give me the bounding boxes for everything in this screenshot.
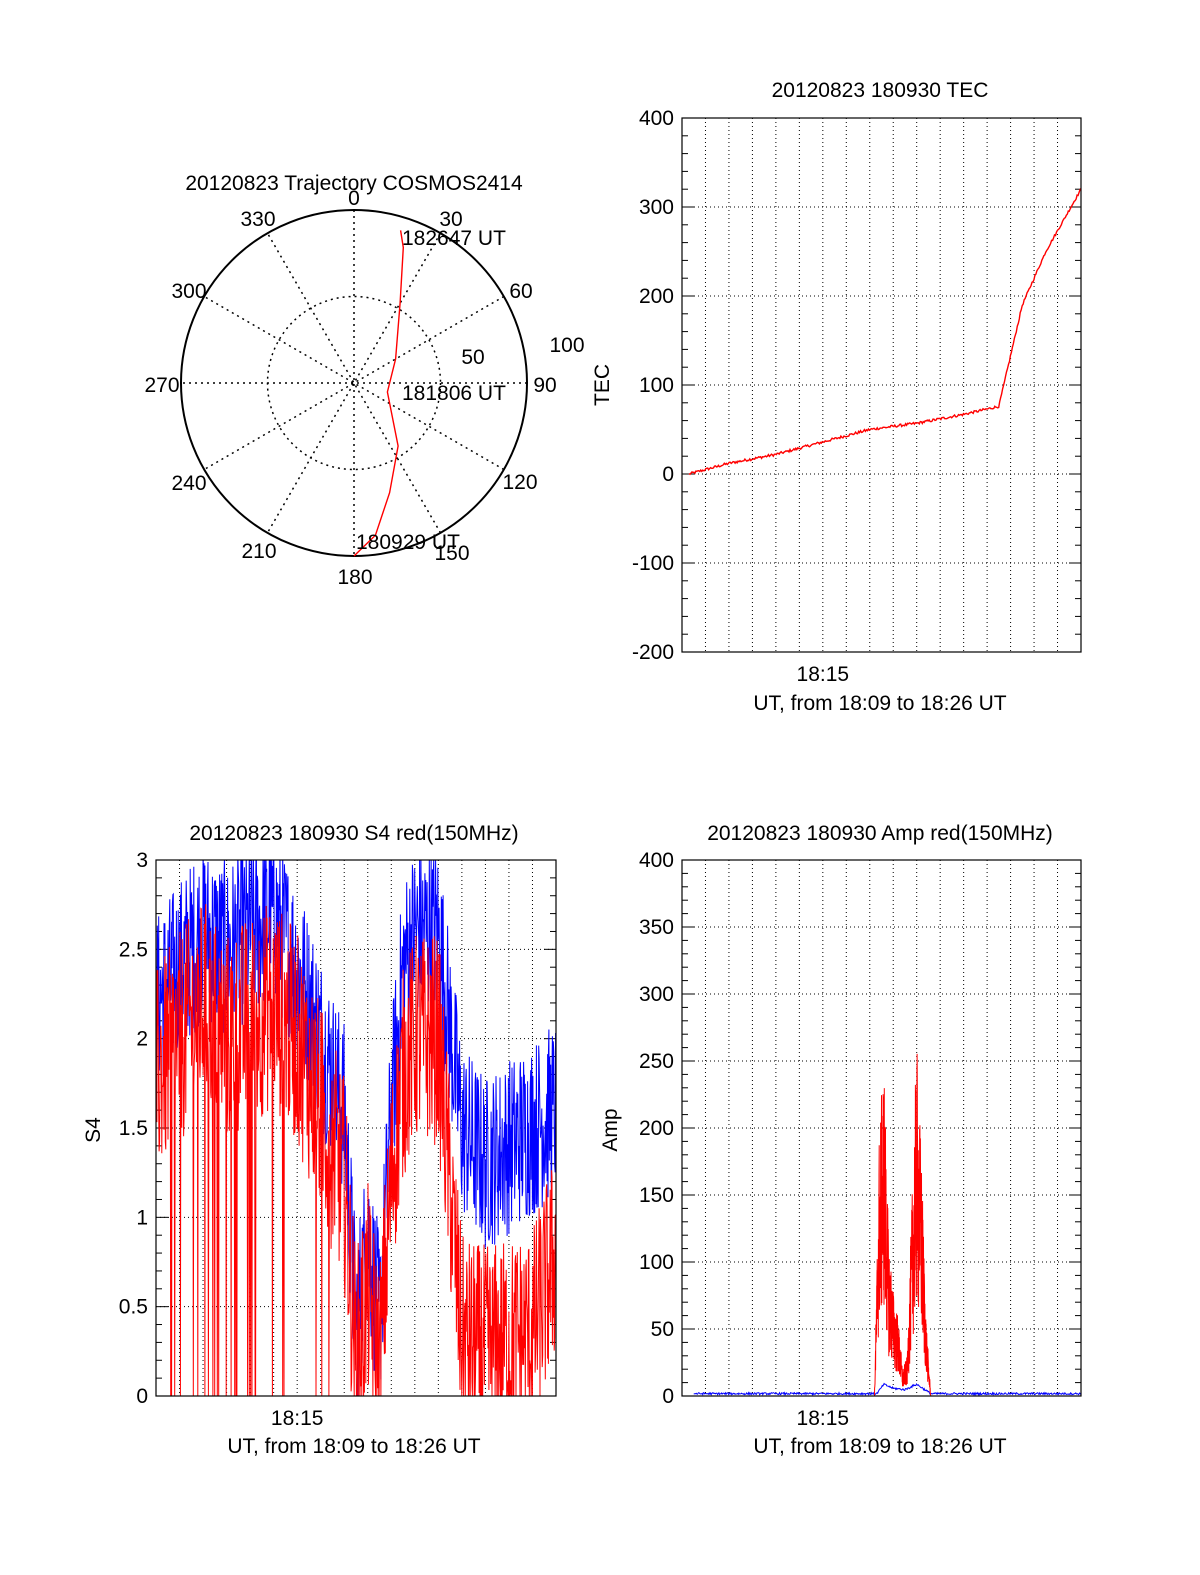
y-tick-label: 400 [639, 107, 674, 130]
x-tick-label: 18:15 [271, 1407, 324, 1430]
x-tick-label: 18:15 [797, 1407, 850, 1430]
red-series-line [688, 187, 1081, 476]
azimuth-label: 270 [144, 374, 179, 397]
y-tick-label: 0 [136, 1385, 148, 1408]
polar-spoke [203, 295, 505, 471]
azimuth-label: 120 [502, 471, 537, 494]
azimuth-label: 30 [439, 208, 462, 231]
point-label: 182647 UT [402, 227, 506, 250]
tec-ylabel: TEC [591, 364, 614, 406]
polar-spoke [266, 232, 442, 534]
x-tick-label: 18:15 [797, 663, 850, 686]
tec-title: 20120823 180930 TEC [772, 79, 989, 102]
y-tick-label: -100 [632, 552, 674, 575]
amp-title: 20120823 180930 Amp red(150MHz) [707, 822, 1053, 845]
y-tick-label: 300 [639, 196, 674, 219]
y-tick-label: 400 [639, 849, 674, 872]
red-series-line [874, 1053, 934, 1396]
y-tick-label: 1 [136, 1206, 148, 1229]
azimuth-label: 240 [171, 472, 206, 495]
azimuth-label: 330 [240, 208, 275, 231]
point-label: 180929 UT [356, 531, 460, 554]
y-tick-label: 0 [662, 463, 674, 486]
azimuth-label: 210 [241, 540, 276, 563]
plot-frame [155, 859, 557, 1397]
y-tick-label: 100 [639, 374, 674, 397]
red-series-line [156, 904, 556, 1396]
azimuth-label: 90 [533, 374, 556, 397]
y-tick-label: 100 [639, 1251, 674, 1274]
y-tick-label: -200 [632, 641, 674, 664]
point-label: 181806 UT [402, 382, 506, 405]
azimuth-label: 60 [509, 280, 532, 303]
polar-spoke [266, 232, 442, 534]
y-tick-label: 150 [639, 1184, 674, 1207]
azimuth-label: 180 [337, 566, 372, 589]
y-tick-label: 0 [662, 1385, 674, 1408]
y-tick-label: 300 [639, 983, 674, 1006]
radial-label: 50 [461, 346, 484, 369]
blue-series-line [693, 1382, 1081, 1396]
tec-panel: 20120823 180930 TEC UT, from 18:09 to 18… [591, 79, 1082, 715]
y-tick-label: 1.5 [119, 1117, 148, 1140]
y-tick-label: 350 [639, 916, 674, 939]
y-tick-label: 250 [639, 1050, 674, 1073]
trajectory-line [353, 230, 405, 557]
polar-spoke [203, 295, 505, 471]
y-tick-label: 50 [651, 1318, 674, 1341]
amp-xlabel: UT, from 18:09 to 18:26 UT [753, 1435, 1006, 1458]
plot-frame [681, 859, 1082, 1397]
trajectory-title: 20120823 Trajectory COSMOS2414 [185, 172, 523, 195]
amp-panel: 20120823 180930 Amp red(150MHz) UT, from… [599, 822, 1082, 1458]
y-tick-label: 2.5 [119, 938, 148, 961]
radial-label: 100 [549, 334, 584, 357]
y-tick-label: 3 [136, 849, 148, 872]
azimuth-label: 0 [348, 187, 360, 210]
tec-xlabel: UT, from 18:09 to 18:26 UT [753, 692, 1006, 715]
s4-title: 20120823 180930 S4 red(150MHz) [189, 822, 518, 845]
trajectory-panel: 20120823 Trajectory COSMOS2414 0 30 60 90 12… [144, 172, 584, 589]
y-tick-label: 200 [639, 1117, 674, 1140]
amp-ylabel: Amp [599, 1108, 622, 1151]
y-tick-label: 0.5 [119, 1296, 148, 1319]
azimuth-label: 150 [434, 542, 469, 565]
s4-ylabel: S4 [82, 1117, 105, 1143]
s4-xlabel: UT, from 18:09 to 18:26 UT [227, 1435, 480, 1458]
azimuth-label: 300 [171, 280, 206, 303]
plot-frame [681, 117, 1082, 653]
y-tick-label: 200 [639, 285, 674, 308]
y-tick-label: 2 [136, 1028, 148, 1051]
s4-panel: 20120823 180930 S4 red(150MHz) UT, from … [82, 822, 557, 1458]
